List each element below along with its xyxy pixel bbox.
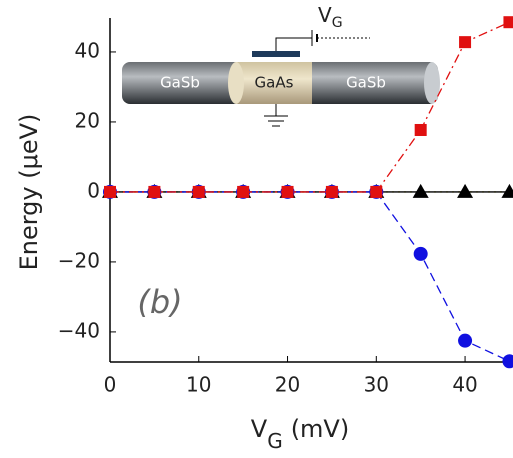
x-label-main: V — [251, 415, 268, 443]
y-tick-label: 0 — [87, 178, 100, 202]
square-marker — [148, 185, 161, 198]
x-label-sub: G — [267, 429, 283, 453]
segment-edge — [228, 62, 244, 104]
circle-marker — [458, 333, 473, 348]
gate-label-sub: G — [332, 15, 343, 31]
x-label-unit: (mV) — [291, 415, 350, 443]
square-marker — [192, 185, 205, 198]
square-marker — [503, 16, 513, 29]
gate-label: VG — [318, 3, 343, 32]
inset-label: GaSb — [346, 74, 386, 92]
y-tick-label: 20 — [75, 108, 100, 132]
gate — [252, 51, 300, 57]
triangle-marker — [501, 183, 513, 198]
x-tick-label: 30 — [364, 373, 389, 397]
square-marker — [325, 185, 338, 198]
x-tick-label: 40 — [452, 373, 477, 397]
series-line — [110, 21, 510, 193]
square-marker — [104, 185, 116, 198]
x-axis-label: VG (mV) — [251, 415, 349, 453]
square-marker — [414, 123, 427, 136]
x-tick-label: 20 — [275, 373, 300, 397]
y-axis-label: Energy (μeV) — [15, 114, 43, 271]
square-marker — [281, 185, 294, 198]
axes: −40 −20 0 20 40 0 10 20 30 40 — [58, 18, 513, 397]
x-tick-label: 0 — [104, 373, 117, 397]
square-marker — [370, 185, 383, 198]
inset-label: GaSb — [160, 74, 200, 92]
x-tick-label: 10 — [186, 373, 211, 397]
y-tick-label: −40 — [58, 318, 100, 342]
plot-area — [102, 16, 513, 369]
annotation: (b) — [137, 283, 182, 321]
square-marker — [459, 36, 472, 49]
y-tick-label: −20 — [58, 248, 100, 272]
wire — [275, 37, 312, 51]
circle-marker — [502, 354, 513, 369]
square-marker — [237, 185, 250, 198]
inset: GaSb GaAs GaSb VG — [122, 3, 440, 127]
y-tick-label: 40 — [75, 38, 100, 62]
inset-label: GaAs — [255, 74, 294, 92]
gate-label-main: V — [318, 3, 332, 27]
nanowire-end — [424, 62, 440, 104]
gaas-segment — [236, 62, 312, 104]
triangle-marker — [412, 183, 429, 198]
triangle-marker — [457, 183, 474, 198]
series-line — [110, 191, 510, 362]
circle-marker — [413, 246, 428, 261]
